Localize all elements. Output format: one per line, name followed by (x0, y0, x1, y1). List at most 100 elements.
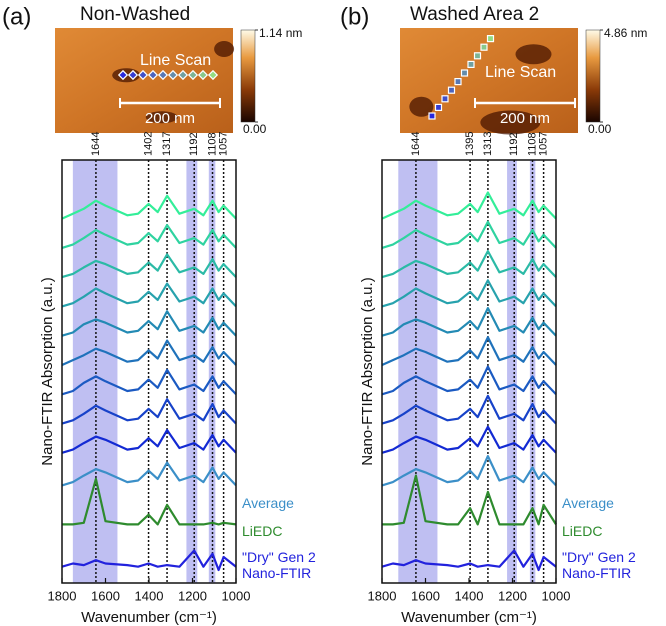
spectrum (61, 368, 237, 396)
shaded-range (529, 160, 536, 583)
afm-annotation: Line Scan (140, 52, 211, 69)
scan-point (467, 60, 475, 69)
colorbar-tick-label: 0.00 (243, 122, 267, 136)
y-axis-label: Nano-FTIR Absorption (a.u.) (359, 277, 376, 465)
x-tick-label: 1000 (222, 588, 251, 603)
afm-feature (145, 111, 178, 124)
scan-point (460, 69, 469, 77)
legend-label: "Dry" Gen 2 Nano-FTIR (242, 549, 316, 581)
scan-point (207, 69, 219, 81)
legend-label: Average (562, 495, 614, 511)
spectrum (381, 336, 557, 367)
scale-bar-label: 200 nm (145, 110, 195, 127)
scan-point (454, 77, 462, 86)
afm-feature (480, 110, 541, 135)
x-tick-label: 1600 (91, 588, 120, 603)
spectrum (61, 461, 237, 487)
shaded-range (507, 160, 517, 583)
colorbar-tick-label: 4.86 nm (604, 26, 647, 40)
x-tick-label: 1800 (48, 588, 77, 603)
peak-label: 1313 (482, 132, 494, 156)
legend-label: LiEDC (242, 523, 283, 539)
peak-label: 1395 (464, 132, 476, 156)
scan-point (157, 69, 169, 81)
colorbar (240, 29, 256, 123)
spectrum (381, 394, 557, 425)
scan-point (187, 69, 199, 81)
spectrum (381, 455, 557, 487)
spectrum (381, 250, 557, 279)
scan-point (428, 112, 436, 120)
legend-label: Average (242, 495, 294, 511)
spectrum (61, 310, 237, 337)
peak-label: 1402 (142, 132, 154, 156)
scan-point (434, 103, 443, 112)
spectrum (381, 365, 557, 396)
legend-label: LiEDC (562, 523, 603, 539)
spectrum (62, 477, 237, 526)
spectrum (61, 549, 237, 572)
colorbar (585, 29, 601, 123)
scan-point (117, 69, 129, 81)
peak-label: 1644 (90, 132, 102, 156)
scan-point (441, 95, 449, 103)
spectrum (381, 279, 557, 308)
spectrum (381, 307, 557, 337)
panel-title: Washed Area 2 (410, 4, 539, 25)
afm-feature (515, 44, 552, 65)
x-tick-label: 1200 (178, 588, 207, 603)
scan-point (177, 69, 189, 81)
spectrum (382, 474, 557, 526)
peak-label: 1108 (206, 132, 218, 156)
spectrum (381, 191, 557, 220)
y-axis-label: Nano-FTIR Absorption (a.u.) (39, 277, 56, 465)
peak-label: 1108 (526, 132, 538, 156)
scan-point (127, 69, 139, 81)
spectrum (381, 425, 557, 454)
spectrum (381, 220, 557, 249)
afm-annotation: Line Scan (485, 64, 556, 81)
x-tick-label: 1400 (455, 588, 484, 603)
scan-point (473, 52, 482, 60)
spectrum (61, 429, 237, 454)
colorbar-tick-label: 1.14 nm (259, 26, 302, 40)
scan-point (137, 69, 149, 81)
legend-label: "Dry" Gen 2 Nano-FTIR (562, 549, 636, 581)
colorbar-tick-label: 0.00 (588, 122, 612, 136)
spectrum (61, 194, 237, 220)
x-tick-label: 1000 (542, 588, 571, 603)
scan-point (197, 69, 209, 81)
spectrum (61, 398, 237, 425)
scan-point (480, 43, 488, 51)
panel-title: Non-Washed (80, 4, 190, 25)
x-tick-label: 1800 (368, 588, 397, 603)
peak-label: 1317 (161, 132, 173, 156)
peak-label: 1057 (218, 132, 230, 156)
scan-point (486, 34, 495, 43)
scan-point (167, 69, 179, 81)
shaded-range (72, 160, 118, 583)
spectrum (61, 282, 237, 308)
panel-label: (b) (340, 3, 369, 30)
spectrum (381, 549, 557, 572)
x-axis-label: Wavenumber (cm⁻¹) (81, 609, 217, 626)
peak-label: 1644 (410, 132, 422, 156)
peak-label: 1192 (508, 132, 520, 156)
peak-label: 1057 (538, 132, 550, 156)
afm-feature (214, 41, 235, 57)
panel-label: (a) (2, 3, 31, 30)
shaded-range (208, 160, 216, 583)
afm-image (55, 28, 233, 133)
spectrum (61, 224, 237, 249)
peak-label: 1192 (188, 132, 200, 156)
scan-point (447, 86, 456, 94)
scan-point (147, 69, 159, 81)
x-axis-label: Wavenumber (cm⁻¹) (401, 609, 537, 626)
spectrum (61, 339, 237, 367)
shaded-range (186, 160, 198, 583)
spectrum (61, 253, 237, 279)
x-tick-label: 1400 (135, 588, 164, 603)
x-tick-label: 1200 (498, 588, 527, 603)
